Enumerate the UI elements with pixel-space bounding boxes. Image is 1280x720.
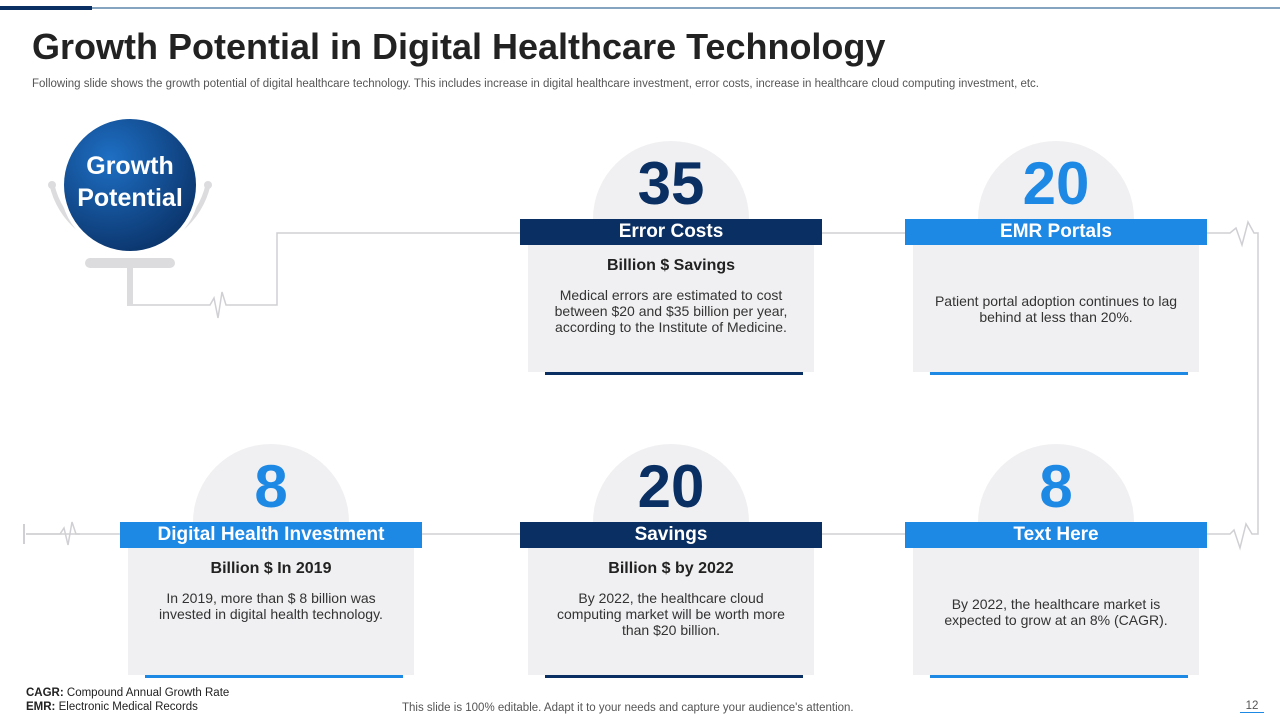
card-title: EMR Portals: [905, 219, 1207, 245]
card-box: By 2022, the healthcare market is expect…: [913, 548, 1199, 675]
footnote: CAGR: Compound Annual Growth Rate: [26, 687, 229, 699]
card-body: By 2022, the healthcare cloud computing …: [557, 590, 785, 638]
card-box: Patient portal adoption continues to lag…: [913, 245, 1199, 372]
card-subtitle: Billion $ by 2022: [608, 560, 734, 577]
card-number: 8: [1039, 453, 1073, 520]
card-number: 35: [637, 150, 705, 217]
card-box: Billion $ Savings Medical errors are esti…: [528, 245, 814, 372]
card-box: Billion $ by 2022 By 2022, the healthcare…: [528, 548, 814, 675]
subtitle: Following slide shows the growth potenti…: [32, 78, 1040, 90]
page-number: 12: [1240, 700, 1264, 713]
footnote-term: EMR:: [26, 701, 56, 713]
footnote: EMR: Electronic Medical Records: [26, 701, 198, 713]
card-underline: [930, 675, 1188, 678]
card-body: In 2019, more than $ 8 billion was inves…: [159, 590, 383, 622]
card-title: Error Costs: [520, 219, 822, 245]
card-subtitle: Billion $ In 2019: [210, 560, 332, 577]
card-title: Savings: [520, 522, 822, 548]
card-subtitle: Billion $ Savings: [606, 257, 736, 274]
badge-line: Growth: [86, 152, 174, 180]
footer-text: This slide is 100% editable. Adapt it to…: [402, 702, 854, 714]
card-underline: [545, 675, 803, 678]
card-number: 8: [254, 453, 288, 520]
card-title: Text Here: [905, 522, 1207, 548]
card-underline: [145, 675, 403, 678]
card-box: Billion $ In 2019 In 2019, more than $ 8 …: [128, 548, 414, 675]
card-body: Patient portal adoption continues to lag…: [934, 293, 1178, 325]
footnote-term: CAGR:: [26, 687, 64, 699]
footnote-text: Compound Annual Growth Rate: [66, 687, 230, 699]
badge-line: Potential: [77, 184, 183, 212]
card-body: By 2022, the healthcare market is expect…: [944, 596, 1168, 628]
card-underline: [545, 372, 803, 375]
card-underline: [930, 372, 1188, 375]
badge: Growth Potential: [64, 150, 196, 214]
card-number: 20: [637, 453, 705, 520]
title: Growth Potential in Digital Healthcare T…: [32, 26, 886, 67]
card-body: Medical errors are estimated to cost bet…: [554, 287, 788, 335]
card-number: 20: [1022, 150, 1090, 217]
card-title: Digital Health Investment: [120, 522, 422, 548]
footnote-text: Electronic Medical Records: [58, 701, 198, 713]
